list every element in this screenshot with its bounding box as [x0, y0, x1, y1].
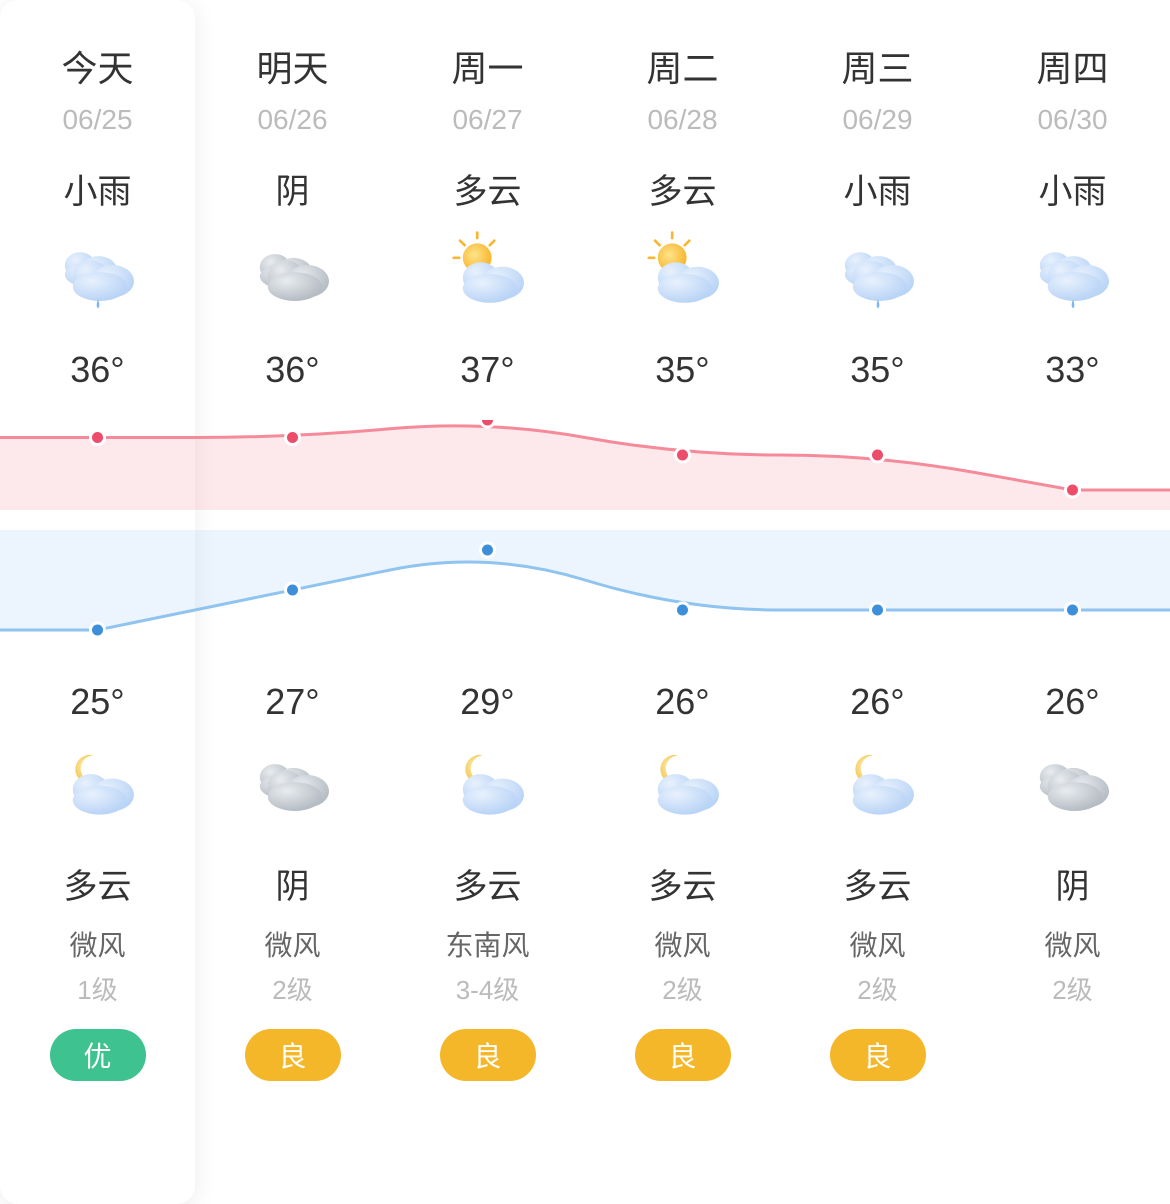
day-condition-text: 小雨: [1039, 164, 1107, 213]
forecast-day-column[interactable]: 周三 06/29 小雨 35° 26°: [780, 0, 975, 1204]
day-name: 明天: [256, 40, 328, 92]
day-condition-text: 多云: [649, 164, 717, 213]
high-temperature: 35°: [655, 349, 709, 391]
high-temperature: 37°: [460, 349, 514, 391]
day-weather-icon: [248, 229, 338, 319]
low-temperature: 26°: [850, 681, 904, 723]
wind-direction: 东南风: [445, 924, 529, 964]
wind-level: 2级: [662, 970, 702, 1007]
forecast-day-column[interactable]: 周一 06/27 多云: [390, 0, 585, 1204]
wind-direction: 微风: [849, 924, 905, 964]
night-weather-icon: [638, 739, 728, 829]
low-temperature: 26°: [655, 681, 709, 723]
day-date: 06/26: [257, 104, 327, 136]
day-name: 今天: [61, 40, 133, 92]
day-name: 周二: [646, 40, 718, 92]
aqi-badge: 良: [635, 1029, 731, 1081]
night-condition-text: 多云: [454, 859, 522, 908]
day-date: 06/29: [842, 104, 912, 136]
day-weather-icon: [53, 229, 143, 319]
high-temperature: 36°: [265, 349, 319, 391]
aqi-badge: 良: [440, 1029, 536, 1081]
night-weather-icon: [248, 739, 338, 829]
wind-direction: 微风: [654, 924, 710, 964]
wind-level: 3-4级: [456, 970, 520, 1007]
night-condition-text: 多云: [64, 859, 132, 908]
day-name: 周三: [841, 40, 913, 92]
day-condition-text: 小雨: [64, 164, 132, 213]
wind-direction: 微风: [1044, 924, 1100, 964]
forecast-container: 今天 06/25 小雨 36° 25°: [0, 0, 1170, 1204]
night-weather-icon: [833, 739, 923, 829]
low-temperature: 25°: [70, 681, 124, 723]
night-condition-text: 阴: [1056, 859, 1090, 908]
aqi-badge: 优: [50, 1029, 146, 1081]
wind-level: 2级: [272, 970, 312, 1007]
low-temperature: 26°: [1045, 681, 1099, 723]
low-temperature: 29°: [460, 681, 514, 723]
aqi-badge: 良: [245, 1029, 341, 1081]
night-condition-text: 多云: [649, 859, 717, 908]
wind-level: 2级: [1052, 970, 1092, 1007]
day-date: 06/28: [647, 104, 717, 136]
forecast-day-column[interactable]: 今天 06/25 小雨 36° 25°: [0, 0, 195, 1204]
night-weather-icon: [1028, 739, 1118, 829]
day-weather-icon: [443, 229, 533, 319]
day-weather-icon: [1028, 229, 1118, 319]
forecast-day-column[interactable]: 周二 06/28 多云: [585, 0, 780, 1204]
day-condition-text: 阴: [276, 164, 310, 213]
wind-direction: 微风: [69, 924, 125, 964]
high-temperature: 36°: [70, 349, 124, 391]
wind-level: 2级: [857, 970, 897, 1007]
day-date: 06/25: [62, 104, 132, 136]
night-condition-text: 阴: [276, 859, 310, 908]
aqi-badge: 良: [830, 1029, 926, 1081]
wind-direction: 微风: [264, 924, 320, 964]
high-temperature: 35°: [850, 349, 904, 391]
forecast-day-column[interactable]: 周四 06/30 小雨 33° 26°: [975, 0, 1170, 1204]
day-date: 06/27: [452, 104, 522, 136]
low-temperature: 27°: [265, 681, 319, 723]
wind-level: 1级: [77, 970, 117, 1007]
day-weather-icon: [638, 229, 728, 319]
high-temperature: 33°: [1045, 349, 1099, 391]
day-weather-icon: [833, 229, 923, 319]
night-condition-text: 多云: [844, 859, 912, 908]
night-weather-icon: [443, 739, 533, 829]
day-condition-text: 多云: [454, 164, 522, 213]
night-weather-icon: [53, 739, 143, 829]
forecast-day-column[interactable]: 明天 06/26 阴 36° 27°: [195, 0, 390, 1204]
day-condition-text: 小雨: [844, 164, 912, 213]
day-name: 周一: [451, 40, 523, 92]
day-date: 06/30: [1037, 104, 1107, 136]
day-name: 周四: [1036, 40, 1108, 92]
